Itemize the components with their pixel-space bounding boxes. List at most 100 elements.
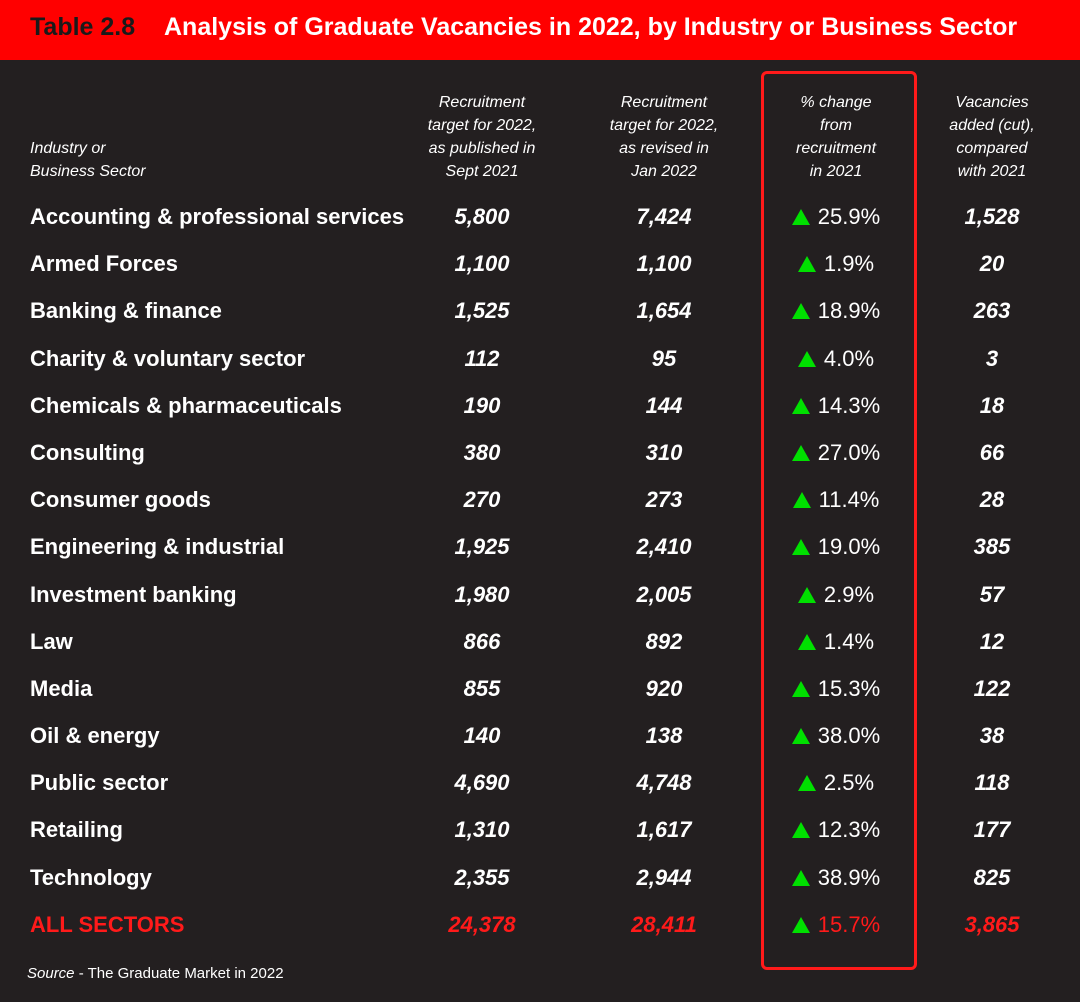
published-target: 190 [463, 392, 501, 418]
table-row: Retailing 1,310 1,617 12.3% 177 [0, 806, 1080, 853]
sector-name: Media [30, 675, 93, 701]
percent-change: 15.3% [756, 665, 916, 712]
table-number: Table 2.8 [30, 13, 136, 41]
sector-name: Engineering & industrial [30, 534, 285, 560]
header-published: Recruitment target for 2022, as publishe… [427, 94, 537, 180]
percent-change-value: 38.9% [817, 864, 881, 890]
table-row: Consumer goods 270 273 11.4% 28 [0, 476, 1080, 523]
vacancies-added: 122 [973, 675, 1011, 701]
revised-target: 1,654 [636, 298, 692, 324]
published-target: 1,980 [454, 581, 510, 607]
sector-name: Consumer goods [30, 487, 211, 513]
revised-target: 2,944 [636, 864, 692, 890]
table-row: Oil & energy 140 138 38.0% 38 [0, 712, 1080, 759]
title-bar: Table 2.8 Analysis of Graduate Vacancies… [0, 0, 1080, 60]
revised-target: 2,410 [636, 534, 692, 560]
vacancies-added: 20 [979, 251, 1005, 277]
percent-change: 4.0% [756, 335, 916, 382]
percent-change: 11.4% [756, 476, 916, 523]
percent-change: 1.4% [756, 618, 916, 665]
published-target: 270 [463, 487, 501, 513]
published-target: 140 [463, 723, 501, 749]
up-triangle-icon [797, 775, 816, 792]
table-title: Analysis of Graduate Vacancies in 2022, … [164, 13, 1018, 41]
revised-target: 95 [651, 345, 677, 371]
vacancies-added: 18 [979, 392, 1005, 418]
table-row: Accounting & professional services 5,800 7… [0, 193, 1080, 240]
published-target: 4,690 [454, 770, 510, 796]
revised-target: 1,617 [636, 817, 692, 843]
vacancies-added: 12 [979, 628, 1005, 654]
sector-name: Public sector [30, 770, 169, 796]
table-row: Consulting 380 310 27.0% 66 [0, 429, 1080, 476]
sector-name: ALL SECTORS [30, 911, 185, 937]
percent-change-value: 12.3% [817, 817, 881, 843]
published-target: 866 [463, 628, 501, 654]
table-row: Public sector 4,690 4,748 2.5% 118 [0, 759, 1080, 806]
up-triangle-icon [791, 869, 810, 886]
up-triangle-icon [791, 680, 810, 697]
vacancies-added: 3 [985, 345, 999, 371]
percent-change-value: 38.0% [817, 723, 881, 749]
percent-change-value: 4.0% [823, 345, 875, 371]
revised-target: 4,748 [636, 770, 692, 796]
vacancies-added: 38 [979, 723, 1005, 749]
sector-name: Oil & energy [30, 723, 160, 749]
percent-change-value: 14.3% [817, 392, 881, 418]
percent-change-value: 1.9% [823, 251, 875, 277]
sector-name: Retailing [30, 817, 123, 843]
percent-change-value: 15.3% [817, 675, 881, 701]
revised-target: 138 [645, 723, 683, 749]
source-label: Source [27, 965, 75, 982]
table-row: Media 855 920 15.3% 122 [0, 665, 1080, 712]
percent-change: 18.9% [756, 287, 916, 334]
up-triangle-icon [792, 492, 811, 509]
revised-target: 2,005 [636, 581, 692, 607]
published-target: 1,310 [454, 817, 510, 843]
header-added: Vacancies added (cut), compared with 202… [949, 94, 1035, 180]
up-triangle-icon [797, 633, 816, 650]
vacancies-added: 263 [973, 298, 1011, 324]
published-target: 24,378 [448, 911, 516, 937]
sector-name: Consulting [30, 439, 145, 465]
revised-target: 1,100 [636, 251, 692, 277]
up-triangle-icon [791, 539, 810, 556]
up-triangle-icon [791, 916, 810, 933]
sector-name: Chemicals & pharmaceuticals [30, 392, 342, 418]
change-column-highlight [761, 71, 917, 970]
table-row: Charity & voluntary sector 112 95 4.0% 3 [0, 335, 1080, 382]
percent-change: 38.0% [756, 712, 916, 759]
revised-target: 273 [645, 487, 683, 513]
sector-name: Investment banking [30, 581, 237, 607]
percent-change: 2.5% [756, 759, 916, 806]
table-row: Banking & finance 1,525 1,654 18.9% 263 [0, 287, 1080, 334]
source-note: Source - The Graduate Market in 2022 [27, 965, 284, 982]
percent-change: 1.9% [756, 240, 916, 287]
revised-target: 144 [645, 392, 683, 418]
up-triangle-icon [791, 303, 810, 320]
percent-change: 2.9% [756, 571, 916, 618]
up-triangle-icon [791, 444, 810, 461]
revised-target: 310 [645, 439, 683, 465]
revised-target: 920 [645, 675, 683, 701]
percent-change: 38.9% [756, 854, 916, 901]
header-sector: Industry or Business Sector [30, 140, 146, 180]
total-row: ALL SECTORS 24,378 28,411 15.7% 3,865 [0, 901, 1080, 948]
table-row: Investment banking 1,980 2,005 2.9% 57 [0, 571, 1080, 618]
sector-name: Banking & finance [30, 298, 222, 324]
percent-change: 15.7% [756, 901, 916, 948]
vacancies-added: 28 [979, 487, 1005, 513]
sector-name: Charity & voluntary sector [30, 345, 306, 371]
header-revised: Recruitment target for 2022, as revised … [609, 94, 719, 180]
revised-target: 28,411 [631, 911, 697, 937]
table-row: Law 866 892 1.4% 12 [0, 618, 1080, 665]
table-row: Chemicals & pharmaceuticals 190 144 14.3% 18 [0, 382, 1080, 429]
sector-name: Technology [30, 864, 152, 890]
vacancies-added: 825 [973, 864, 1011, 890]
up-triangle-icon [797, 586, 816, 603]
table-body: Accounting & professional services 5,800 7… [0, 193, 1080, 948]
percent-change: 19.0% [756, 523, 916, 570]
published-target: 380 [463, 439, 501, 465]
percent-change-value: 2.9% [823, 581, 875, 607]
percent-change-value: 15.7% [817, 911, 881, 937]
